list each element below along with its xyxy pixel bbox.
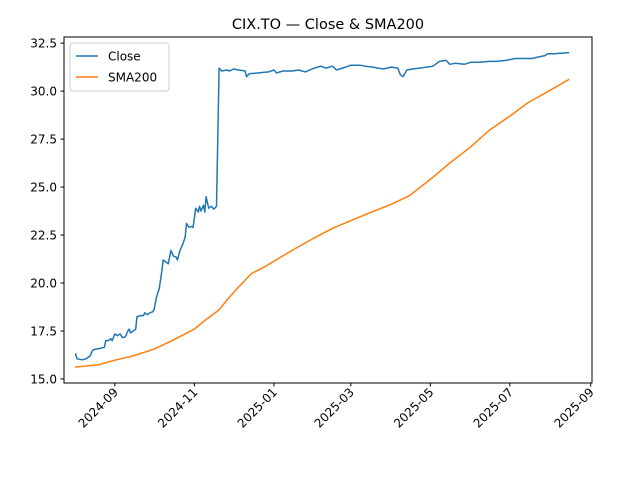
series-line-close: [74, 51, 570, 361]
plot-lines: [74, 51, 570, 368]
legend: Close SMA200: [69, 42, 170, 92]
y-tick-label: 30.0: [30, 85, 57, 99]
chart-title: CIX.TO — Close & SMA200: [232, 17, 424, 33]
y-tick-label: 32.5: [30, 37, 57, 51]
legend-label-close: Close: [108, 50, 141, 64]
y-tick-label: 25.0: [30, 181, 57, 195]
legend-box: [69, 42, 170, 92]
y-tick-label: 15.0: [30, 372, 57, 386]
y-tick-label: 20.0: [30, 277, 57, 291]
legend-label-sma200: SMA200: [108, 71, 157, 85]
series-line-sma200: [74, 78, 570, 368]
y-tick-label: 27.5: [30, 133, 57, 147]
y-axis-ticks: 15.0 17.5 20.0 22.5 25.0 27.5 30.0 32.5: [30, 37, 64, 386]
y-tick-label: 17.5: [30, 324, 57, 338]
y-tick-label: 22.5: [30, 229, 57, 243]
plot-frame: [63, 36, 593, 384]
